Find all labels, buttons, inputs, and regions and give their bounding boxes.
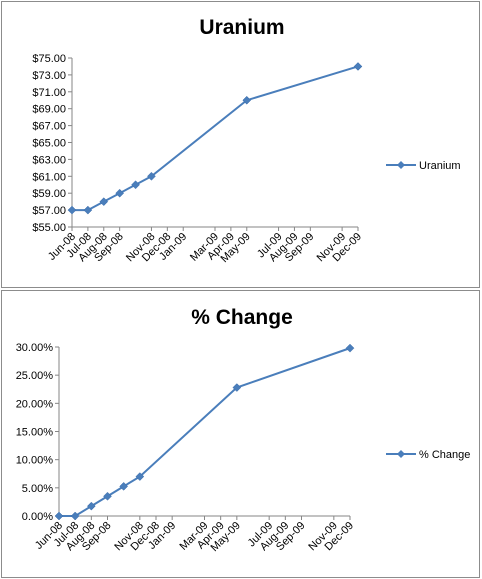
data-point-marker bbox=[67, 205, 77, 215]
y-tick-label: $61.00 bbox=[32, 171, 66, 183]
percent-change-chart: % Change 0.00% 5.00% 10.00% 15.00% 20.00% 25.… bbox=[16, 306, 471, 554]
legend: % Change bbox=[386, 449, 470, 461]
data-point-marker bbox=[147, 171, 156, 181]
legend-label: % Change bbox=[419, 449, 470, 461]
y-tick-label: 10.00% bbox=[16, 455, 54, 467]
chart-title: % Change bbox=[191, 306, 293, 329]
series-line bbox=[72, 65, 359, 212]
y-tick-label: 15.00% bbox=[16, 427, 54, 439]
legend: Uranium bbox=[386, 160, 461, 172]
data-point-marker bbox=[83, 205, 93, 215]
y-tick-label: 5.00% bbox=[22, 483, 53, 495]
data-point-marker bbox=[353, 62, 363, 71]
y-tick-label: 25.00% bbox=[16, 370, 54, 382]
data-point-marker bbox=[345, 343, 355, 353]
y-tick-label: $63.00 bbox=[32, 154, 66, 166]
y-tick-label: $65.00 bbox=[32, 138, 66, 150]
y-tick-label: $59.00 bbox=[32, 188, 66, 200]
legend-label: Uranium bbox=[419, 160, 461, 172]
data-point-marker bbox=[86, 501, 96, 511]
chart-panel-uranium: Uranium $55.00 $57.00 $59.00 $61.00 $63.00 $6… bbox=[1, 1, 480, 288]
data-point-marker bbox=[99, 197, 109, 207]
data-point-marker bbox=[115, 188, 125, 198]
y-tick-label: $67.00 bbox=[32, 121, 66, 133]
y-tick-label: $75.00 bbox=[32, 53, 66, 65]
data-point-marker bbox=[242, 95, 252, 105]
y-tick-label: $55.00 bbox=[32, 222, 66, 234]
y-tick-label: $71.00 bbox=[32, 87, 66, 99]
y-tick-label: $57.00 bbox=[32, 205, 66, 217]
data-point-marker bbox=[131, 180, 140, 190]
y-tick-label: 0.00% bbox=[22, 511, 53, 523]
data-point-marker bbox=[135, 472, 145, 481]
y-tick-label: 20.00% bbox=[16, 398, 54, 410]
legend-marker bbox=[397, 450, 405, 458]
data-point-marker bbox=[54, 511, 64, 521]
data-point-marker bbox=[119, 482, 129, 491]
data-point-marker bbox=[103, 491, 112, 501]
y-tick-label: $73.00 bbox=[32, 70, 66, 82]
chart-title: Uranium bbox=[199, 16, 284, 39]
chart-panel-percent-change: % Change 0.00% 5.00% 10.00% 15.00% 20.00% 25.… bbox=[1, 290, 480, 578]
uranium-chart: Uranium $55.00 $57.00 $59.00 $61.00 $63.00 $6… bbox=[32, 16, 461, 265]
data-point-marker bbox=[70, 511, 80, 521]
y-tick-label: $69.00 bbox=[32, 104, 66, 116]
data-point-marker bbox=[232, 383, 242, 392]
legend-marker bbox=[397, 161, 405, 169]
series-line bbox=[59, 347, 351, 517]
y-tick-label: 30.00% bbox=[16, 342, 54, 354]
